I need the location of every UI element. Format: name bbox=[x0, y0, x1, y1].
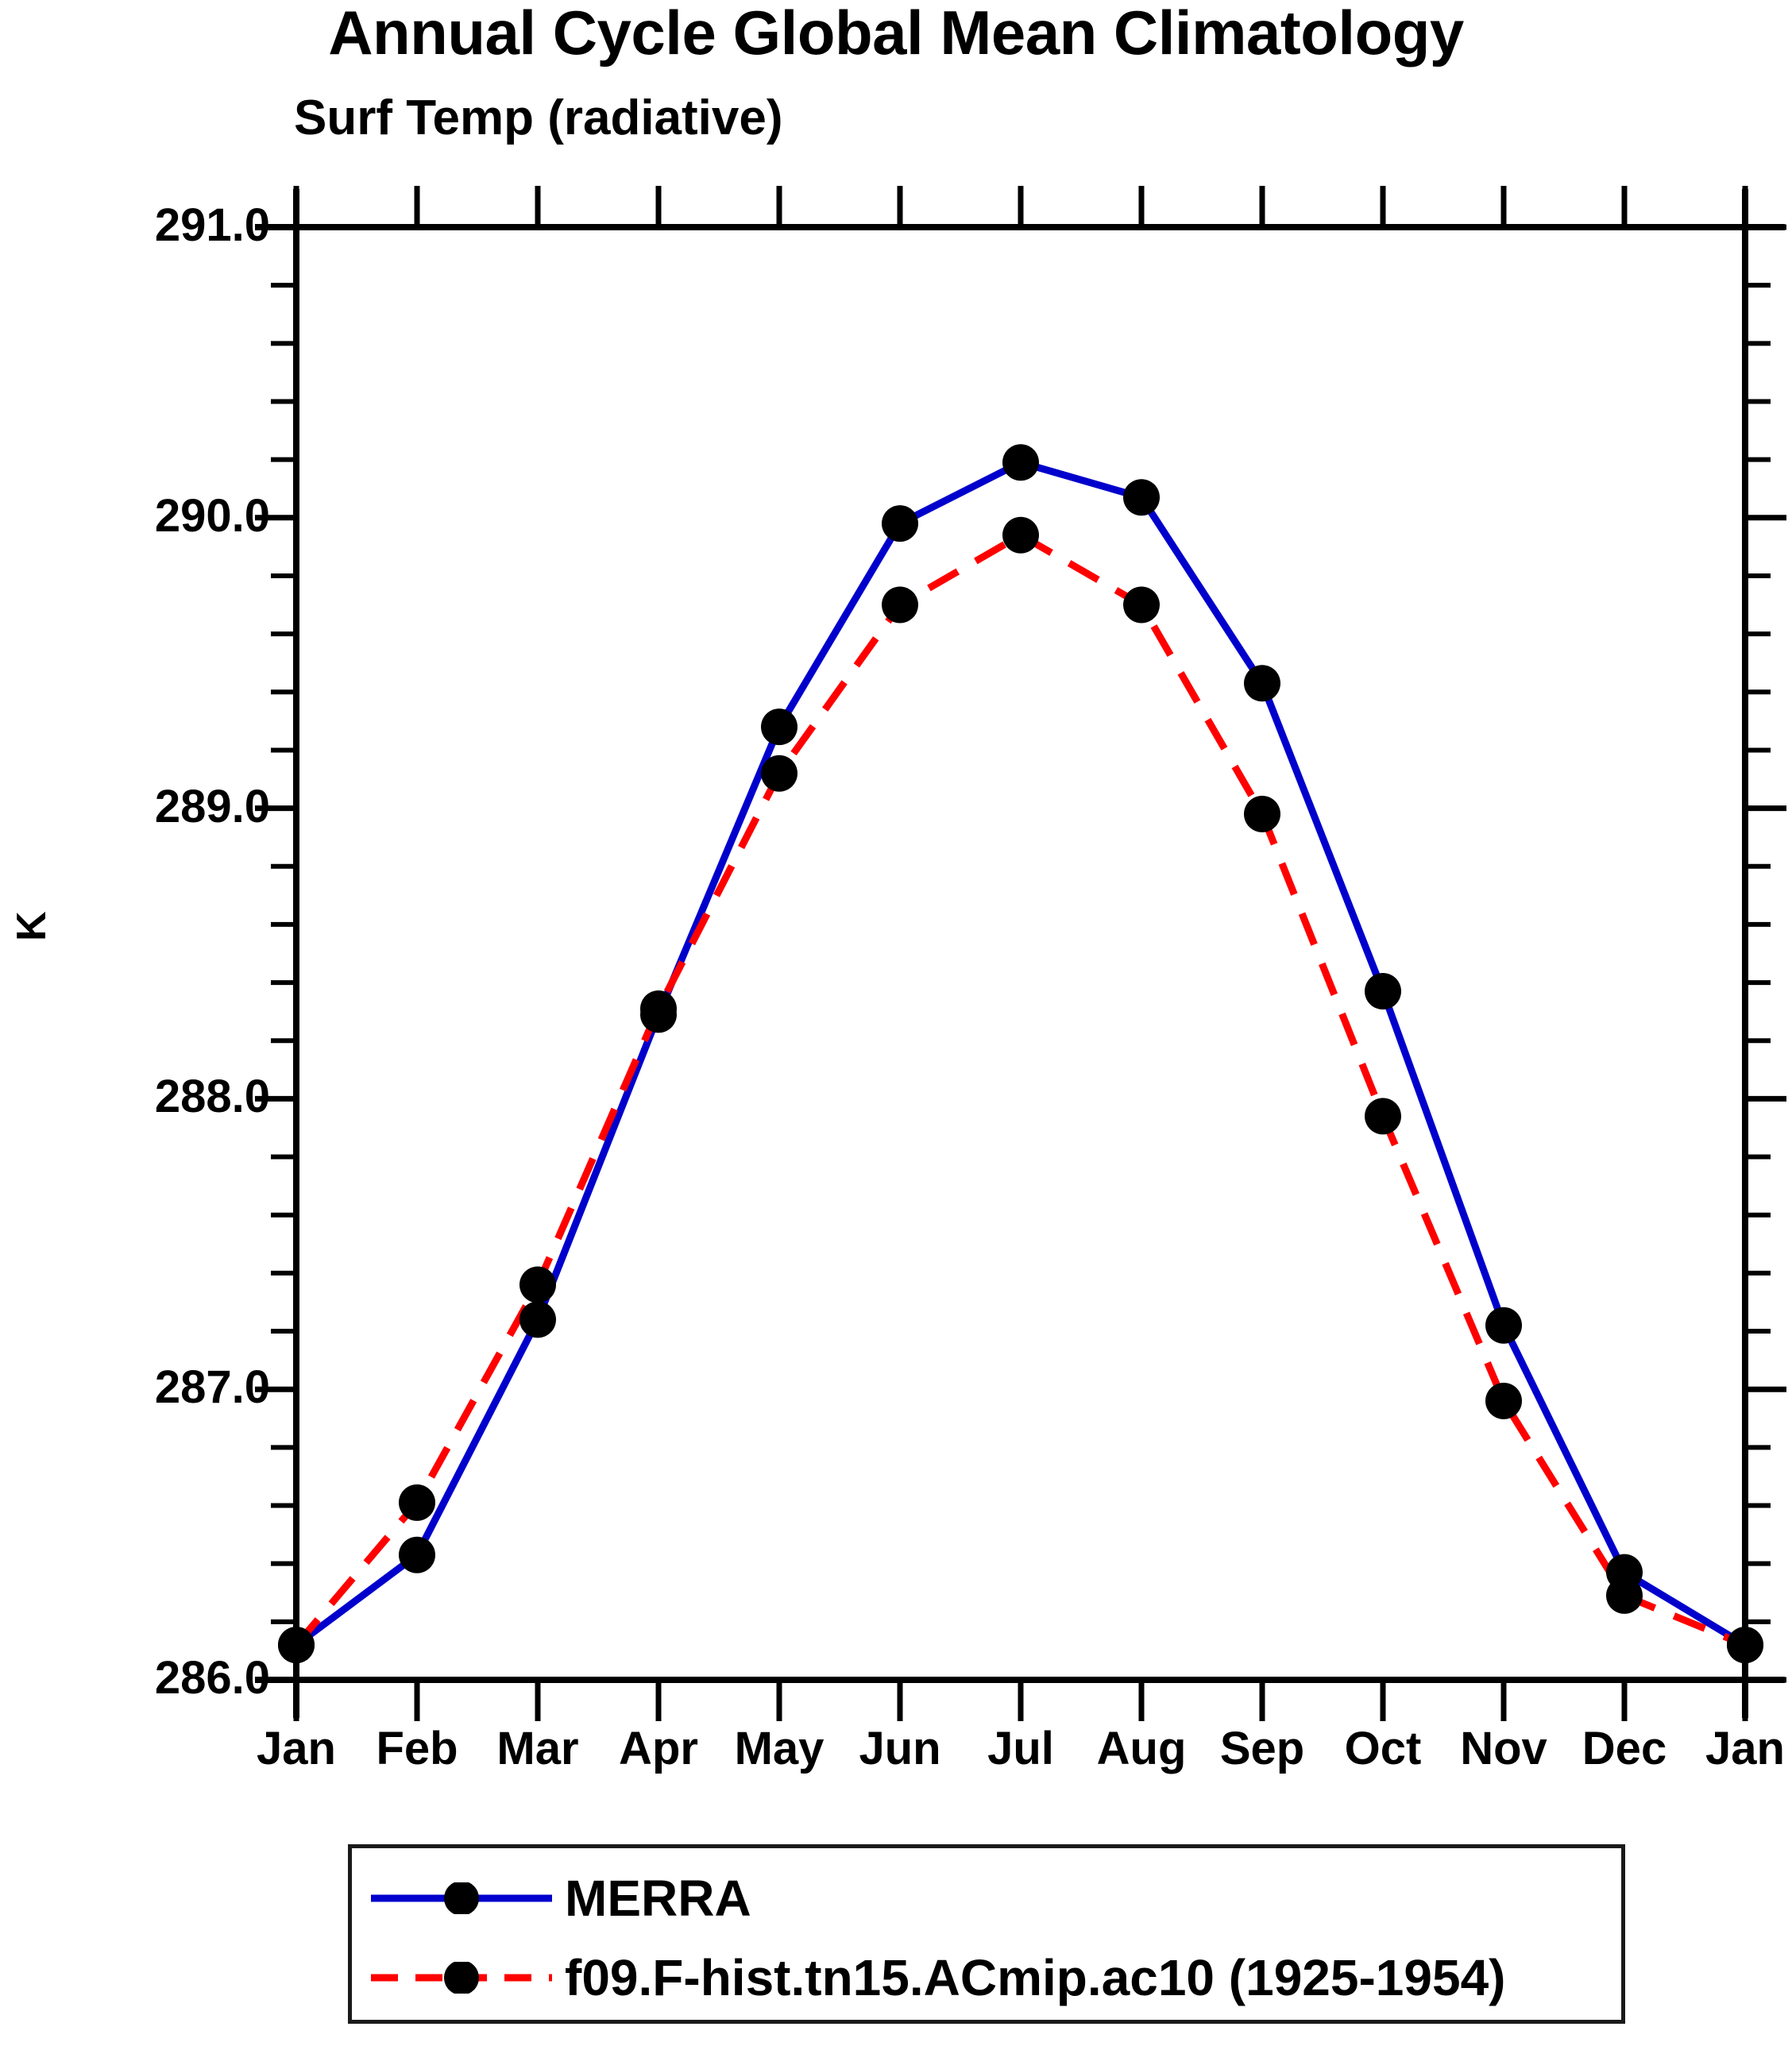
data-point-marker bbox=[399, 1536, 435, 1573]
data-point-marker bbox=[1123, 479, 1160, 516]
x-tick-label: Sep bbox=[1219, 1723, 1305, 1774]
legend-entry-merra: MERRA bbox=[352, 1863, 1621, 1934]
x-tick-label: Jun bbox=[859, 1723, 941, 1774]
data-point-marker bbox=[1244, 665, 1280, 702]
data-point-marker bbox=[1606, 1577, 1643, 1614]
legend-label-model: f09.F-hist.tn15.ACmip.ac10 (1925-1954) bbox=[565, 1949, 1506, 2006]
legend-swatch-model bbox=[371, 1962, 552, 1994]
legend: MERRA f09.F-hist.tn15.ACmip.ac10 (1925-1… bbox=[348, 1844, 1625, 2024]
data-point-marker bbox=[1002, 444, 1039, 481]
x-tick-label: May bbox=[734, 1723, 825, 1774]
x-tick-label: Jan bbox=[257, 1723, 336, 1774]
data-point-marker bbox=[1485, 1307, 1522, 1344]
x-tick-label: Jan bbox=[1705, 1723, 1785, 1774]
data-point-marker bbox=[1002, 516, 1039, 554]
legend-swatch-merra bbox=[371, 1882, 552, 1914]
data-point-marker bbox=[1244, 795, 1280, 832]
data-point-marker bbox=[1365, 973, 1401, 1010]
y-tick-label: 287.0 bbox=[154, 1361, 270, 1414]
page-title: Annual Cycle Global Mean Climatology bbox=[328, 0, 1464, 68]
series-line bbox=[294, 458, 1748, 1648]
x-tick-label: Aug bbox=[1096, 1723, 1187, 1774]
data-point-marker bbox=[640, 990, 677, 1028]
data-point-marker bbox=[761, 708, 798, 746]
x-tick-label: Dec bbox=[1582, 1723, 1667, 1774]
axis-ticks bbox=[255, 186, 1786, 1721]
y-tick-label: 289.0 bbox=[154, 780, 270, 832]
data-point-marker bbox=[882, 505, 918, 542]
x-tick-label: Mar bbox=[496, 1723, 579, 1774]
axis-frame bbox=[255, 189, 1785, 1718]
x-tick-label: Jul bbox=[987, 1723, 1054, 1774]
data-point-marker bbox=[761, 755, 798, 792]
chart-subtitle: Surf Temp (radiative) bbox=[294, 91, 783, 145]
x-tick-label: Nov bbox=[1460, 1723, 1547, 1774]
data-point-marker bbox=[519, 1301, 556, 1338]
data-point-marker bbox=[1727, 1627, 1763, 1664]
y-tick-label: 291.0 bbox=[154, 199, 270, 251]
y-tick-label: 286.0 bbox=[154, 1652, 270, 1704]
data-point-marker bbox=[882, 586, 918, 623]
data-point-marker bbox=[278, 1627, 315, 1664]
x-tick-label: Feb bbox=[376, 1723, 458, 1774]
data-point-marker bbox=[1123, 586, 1160, 623]
legend-entry-model: f09.F-hist.tn15.ACmip.ac10 (1925-1954) bbox=[352, 1942, 1621, 2013]
y-tick-label: 290.0 bbox=[154, 489, 270, 542]
data-series bbox=[278, 444, 1763, 1664]
y-tick-label: 288.0 bbox=[154, 1071, 270, 1123]
data-point-marker bbox=[1485, 1382, 1522, 1419]
x-tick-label: Oct bbox=[1344, 1723, 1422, 1774]
legend-label-merra: MERRA bbox=[565, 1870, 751, 1927]
x-tick-label: Apr bbox=[619, 1723, 698, 1774]
data-point-marker bbox=[399, 1484, 435, 1521]
series-line bbox=[293, 531, 1747, 1649]
data-point-marker bbox=[1365, 1098, 1401, 1135]
data-point-marker bbox=[519, 1266, 556, 1303]
